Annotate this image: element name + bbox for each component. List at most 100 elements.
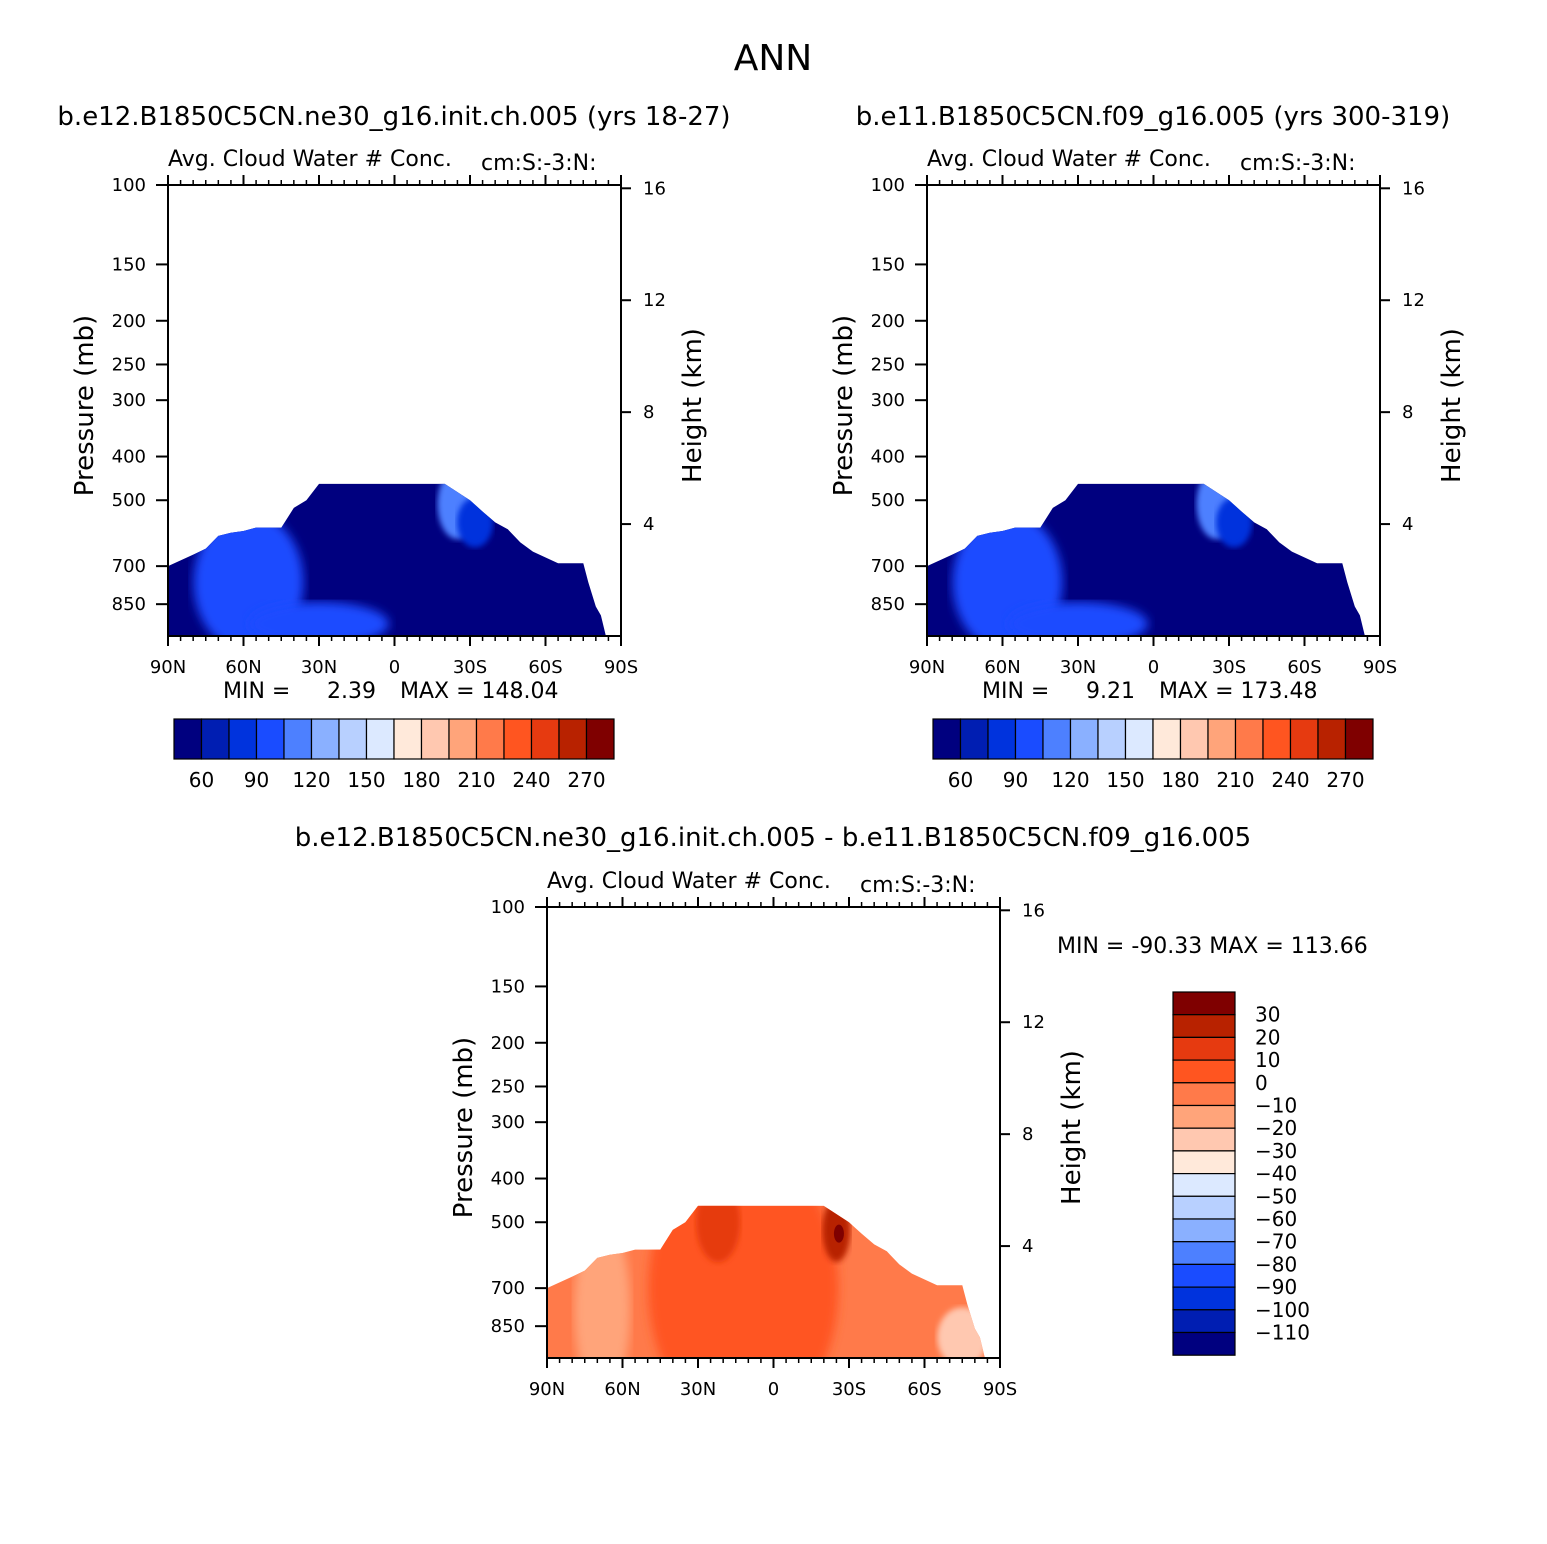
- y-tick-label: 850: [112, 594, 146, 615]
- page-title: ANN: [734, 38, 813, 79]
- colorbar-box: [1344, 718, 1374, 760]
- field-patch: [696, 1205, 741, 1263]
- colorbar-label: −50: [1255, 1184, 1297, 1208]
- colorbar-box: [1152, 718, 1182, 760]
- colorbar-label: −40: [1255, 1162, 1297, 1186]
- colorbar-label: −30: [1255, 1139, 1297, 1163]
- colorbar-label: 120: [1051, 768, 1089, 792]
- colorbar-box: [1172, 991, 1236, 1016]
- colorbar-box: [558, 718, 588, 760]
- field-patch: [1216, 497, 1253, 548]
- colorbar-box: [1172, 1241, 1236, 1265]
- colorbar-box: [1069, 718, 1099, 760]
- colorbar-box: [1042, 718, 1072, 760]
- chart-panel-2: b.e11.B1850C5CN.f09_g16.005 (yrs 300-319…: [829, 102, 1467, 792]
- colorbar-box: [475, 718, 505, 760]
- colorbar-box: [1014, 718, 1044, 760]
- y-tick-label: 250: [871, 354, 905, 375]
- y2-axis-label: Height (km): [1057, 1050, 1087, 1205]
- chart-panel-1: b.e12.B1850C5CN.ne30_g16.init.ch.005 (yr…: [57, 102, 730, 792]
- y-tick-label: 400: [112, 447, 146, 468]
- colorbar-label: −90: [1255, 1275, 1297, 1299]
- colorbar-label: 20: [1255, 1025, 1280, 1049]
- colorbar-label: −70: [1255, 1230, 1297, 1254]
- data-field: [927, 483, 1365, 636]
- x-tick-label: 0: [389, 657, 400, 678]
- y-tick-label: 500: [112, 490, 146, 511]
- colorbar-box: [1172, 1036, 1236, 1061]
- colorbar-label: 180: [1161, 768, 1199, 792]
- field-patch: [457, 497, 494, 548]
- colorbar-label: −10: [1255, 1094, 1297, 1118]
- y2-axis-label: Height (km): [1437, 328, 1467, 483]
- max-label: MAX = 173.48: [1159, 679, 1318, 704]
- colorbar-label: 240: [1271, 768, 1309, 792]
- y-tick-label: 250: [112, 354, 146, 375]
- x-tick-label: 30S: [1212, 657, 1246, 678]
- x-tick-label: 60N: [225, 657, 261, 678]
- x-tick-label: 0: [1148, 657, 1159, 678]
- min-value: 2.39: [327, 679, 376, 704]
- colorbar-box: [530, 718, 560, 760]
- colorbar-box: [1207, 718, 1237, 760]
- plot-title: Avg. Cloud Water # Conc.: [168, 147, 452, 172]
- data-field: [547, 1205, 985, 1358]
- y-tick-label: 250: [491, 1076, 525, 1097]
- colorbar-box: [1172, 1218, 1236, 1243]
- y-tick-label: 700: [491, 1278, 525, 1299]
- colorbar-box: [283, 718, 313, 760]
- colorbar-label: 10: [1255, 1048, 1280, 1072]
- y-tick-label: 200: [491, 1033, 525, 1054]
- colorbar-box: [1234, 718, 1264, 760]
- y2-axis-label: Height (km): [678, 328, 708, 483]
- x-tick-label: 30N: [680, 1379, 716, 1400]
- y-tick-label: 100: [112, 175, 146, 196]
- colorbar-box: [585, 718, 615, 760]
- colorbar-box: [173, 718, 203, 760]
- colorbar-box: [1172, 1286, 1236, 1311]
- y2-tick-label: 16: [1022, 900, 1045, 921]
- y2-tick-label: 8: [1022, 1124, 1033, 1145]
- case-title: b.e12.B1850C5CN.ne30_g16.init.ch.005 - b…: [295, 823, 1251, 853]
- colorbar-box: [338, 718, 368, 760]
- colorbar-label: 210: [457, 768, 495, 792]
- units-label: cm:S:-3:N:: [860, 873, 976, 898]
- colorbar-label: 180: [402, 768, 440, 792]
- y-tick-label: 150: [491, 976, 525, 997]
- min-label: MIN =: [982, 679, 1049, 704]
- colorbar-label: 60: [189, 768, 214, 792]
- plot-title: Avg. Cloud Water # Conc.: [927, 147, 1211, 172]
- colorbar-label: −60: [1255, 1207, 1297, 1231]
- colorbar-box: [1172, 1127, 1236, 1152]
- case-title: b.e12.B1850C5CN.ne30_g16.init.ch.005 (yr…: [57, 102, 730, 132]
- data-field: [168, 483, 606, 636]
- y-tick-label: 400: [871, 447, 905, 468]
- y2-tick-label: 12: [1022, 1012, 1045, 1033]
- colorbar-label: −100: [1255, 1298, 1310, 1322]
- colorbar-label: 90: [1003, 768, 1028, 792]
- y-axis-label: Pressure (mb): [829, 315, 859, 496]
- colorbar-box: [393, 718, 423, 760]
- colorbar-box: [987, 718, 1017, 760]
- x-tick-label: 30S: [453, 657, 487, 678]
- units-label: cm:S:-3:N:: [1240, 151, 1356, 176]
- colorbar-box: [420, 718, 450, 760]
- y-tick-label: 200: [112, 311, 146, 332]
- y2-tick-label: 8: [643, 402, 654, 423]
- y-tick-label: 500: [871, 490, 905, 511]
- x-tick-label: 90S: [604, 657, 638, 678]
- colorbar-box: [365, 718, 395, 760]
- x-tick-label: 90N: [150, 657, 186, 678]
- colorbar-box: [1172, 1309, 1236, 1334]
- field-patch: [648, 1205, 839, 1358]
- minmax-label: MIN = -90.33 MAX = 113.66: [1057, 934, 1368, 959]
- x-tick-label: 90N: [909, 657, 945, 678]
- colorbar-box: [1172, 1014, 1236, 1039]
- colorbar-box: [503, 718, 533, 760]
- x-tick-label: 60N: [984, 657, 1020, 678]
- y-tick-label: 700: [871, 556, 905, 577]
- field-patch: [833, 1224, 844, 1243]
- x-tick-label: 60S: [528, 657, 562, 678]
- y-tick-label: 400: [491, 1169, 525, 1190]
- field-patch: [1008, 601, 1148, 636]
